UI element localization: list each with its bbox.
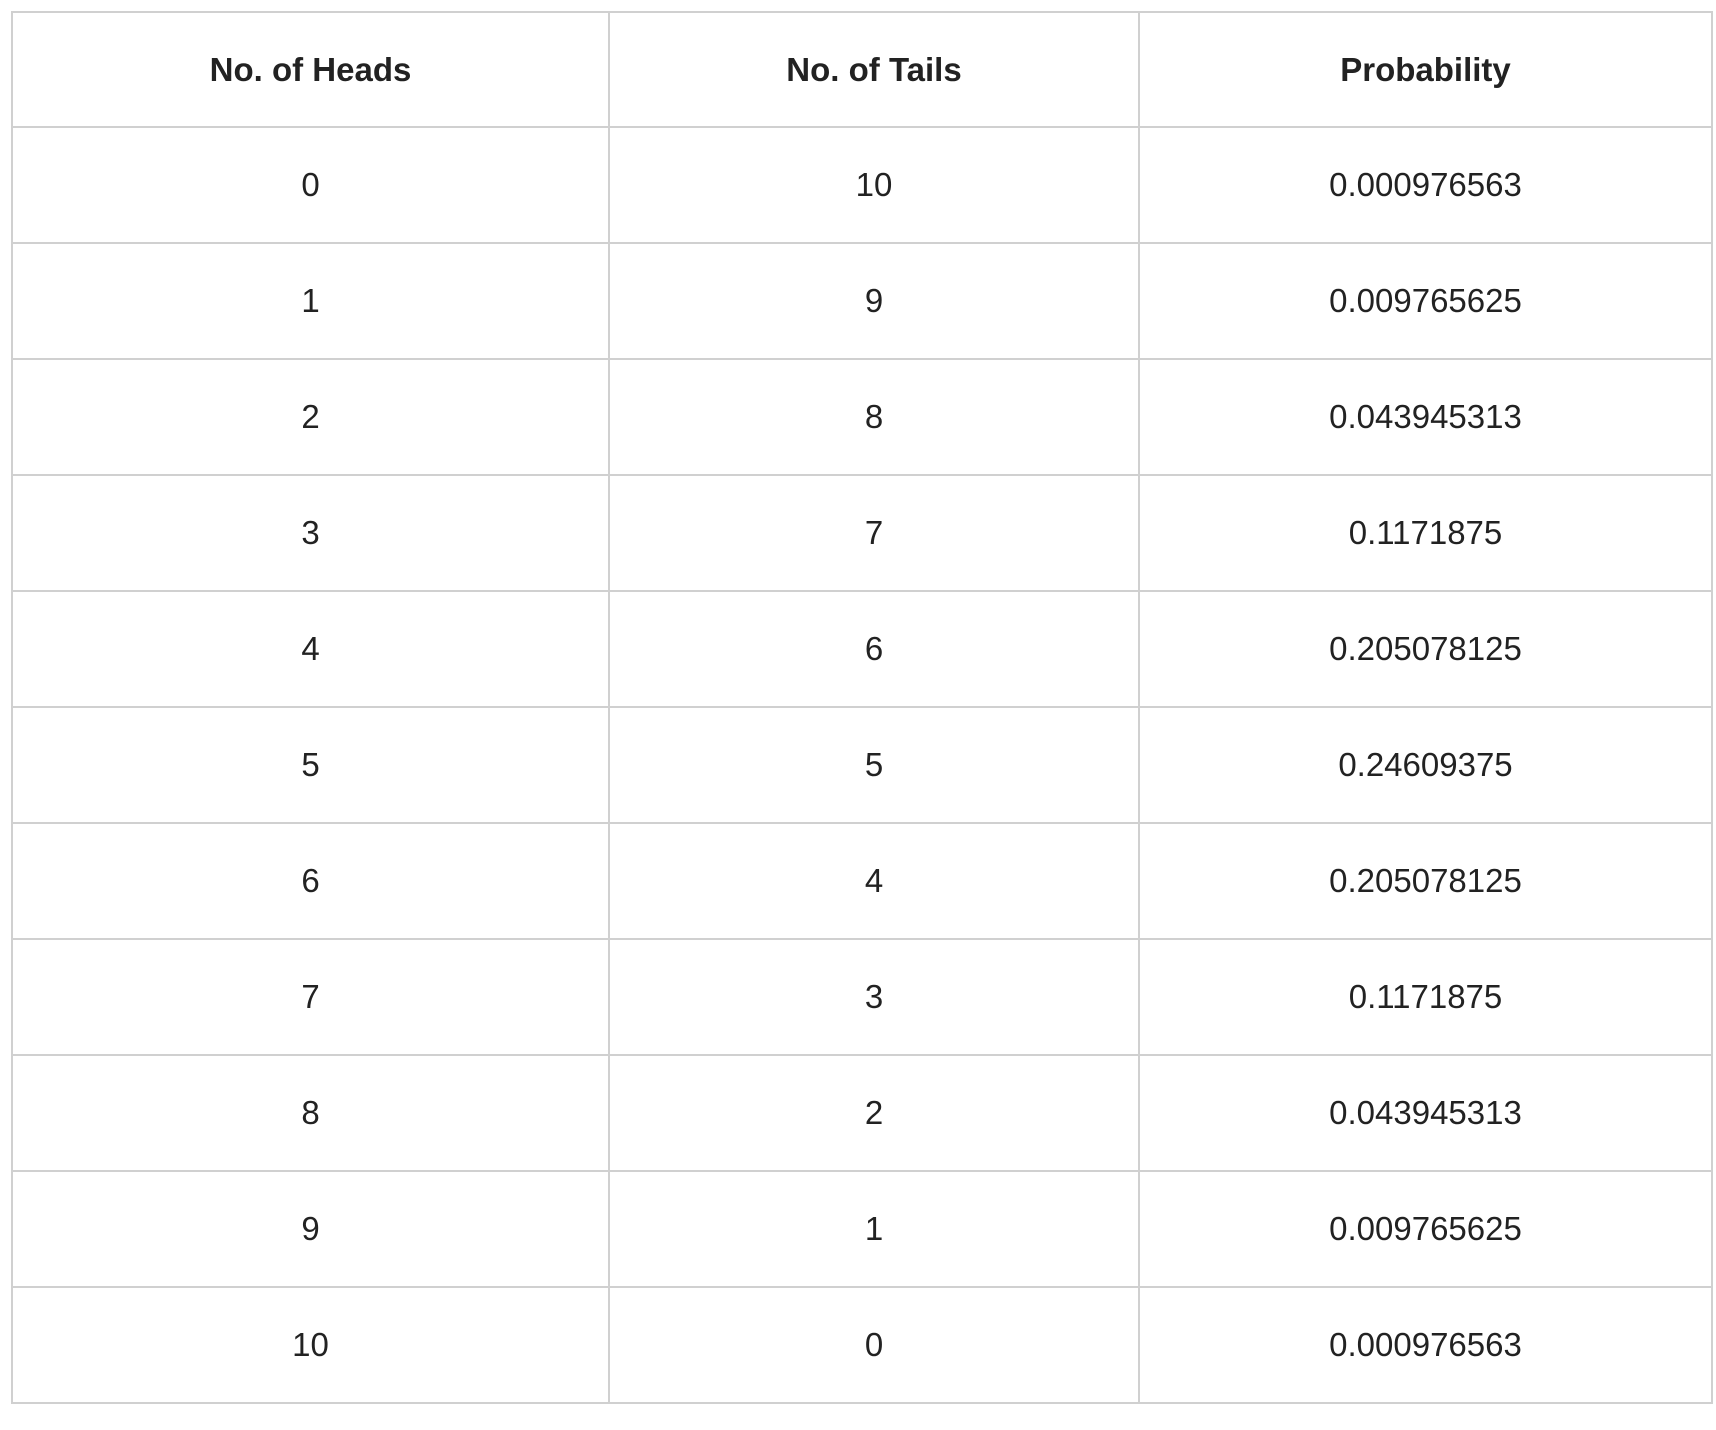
- table-row: 6 4 0.205078125: [11, 822, 1713, 940]
- table-row: 9 1 0.009765625: [11, 1170, 1713, 1288]
- cell-probability: 0.000976563: [1138, 1286, 1713, 1404]
- cell-probability: 0.1171875: [1138, 938, 1713, 1056]
- cell-heads: 8: [11, 1054, 610, 1172]
- probability-table: No. of Heads No. of Tails Probability 0 …: [11, 11, 1713, 1404]
- cell-tails: 0: [608, 1286, 1140, 1404]
- cell-tails: 9: [608, 242, 1140, 360]
- cell-heads: 4: [11, 590, 610, 708]
- cell-tails: 8: [608, 358, 1140, 476]
- table-row: 3 7 0.1171875: [11, 474, 1713, 592]
- cell-probability: 0.1171875: [1138, 474, 1713, 592]
- cell-heads: 7: [11, 938, 610, 1056]
- cell-probability: 0.009765625: [1138, 1170, 1713, 1288]
- cell-probability: 0.043945313: [1138, 1054, 1713, 1172]
- table-header-row: No. of Heads No. of Tails Probability: [11, 11, 1713, 128]
- cell-probability: 0.205078125: [1138, 822, 1713, 940]
- table-row: 0 10 0.000976563: [11, 126, 1713, 244]
- cell-probability: 0.009765625: [1138, 242, 1713, 360]
- table-row: 4 6 0.205078125: [11, 590, 1713, 708]
- cell-tails: 7: [608, 474, 1140, 592]
- cell-heads: 10: [11, 1286, 610, 1404]
- cell-probability: 0.24609375: [1138, 706, 1713, 824]
- table-row: 7 3 0.1171875: [11, 938, 1713, 1056]
- cell-tails: 3: [608, 938, 1140, 1056]
- cell-tails: 10: [608, 126, 1140, 244]
- cell-probability: 0.000976563: [1138, 126, 1713, 244]
- cell-heads: 9: [11, 1170, 610, 1288]
- cell-heads: 5: [11, 706, 610, 824]
- table-row: 5 5 0.24609375: [11, 706, 1713, 824]
- table-row: 2 8 0.043945313: [11, 358, 1713, 476]
- cell-heads: 3: [11, 474, 610, 592]
- cell-heads: 1: [11, 242, 610, 360]
- probability-table-container: No. of Heads No. of Tails Probability 0 …: [11, 11, 1713, 1404]
- cell-heads: 6: [11, 822, 610, 940]
- cell-heads: 0: [11, 126, 610, 244]
- table-row: 8 2 0.043945313: [11, 1054, 1713, 1172]
- cell-tails: 1: [608, 1170, 1140, 1288]
- cell-tails: 2: [608, 1054, 1140, 1172]
- cell-probability: 0.205078125: [1138, 590, 1713, 708]
- table-row: 1 9 0.009765625: [11, 242, 1713, 360]
- header-probability: Probability: [1138, 11, 1713, 128]
- cell-tails: 6: [608, 590, 1140, 708]
- header-tails: No. of Tails: [608, 11, 1140, 128]
- cell-probability: 0.043945313: [1138, 358, 1713, 476]
- cell-tails: 5: [608, 706, 1140, 824]
- table-row: 10 0 0.000976563: [11, 1286, 1713, 1404]
- cell-heads: 2: [11, 358, 610, 476]
- cell-tails: 4: [608, 822, 1140, 940]
- header-heads: No. of Heads: [11, 11, 610, 128]
